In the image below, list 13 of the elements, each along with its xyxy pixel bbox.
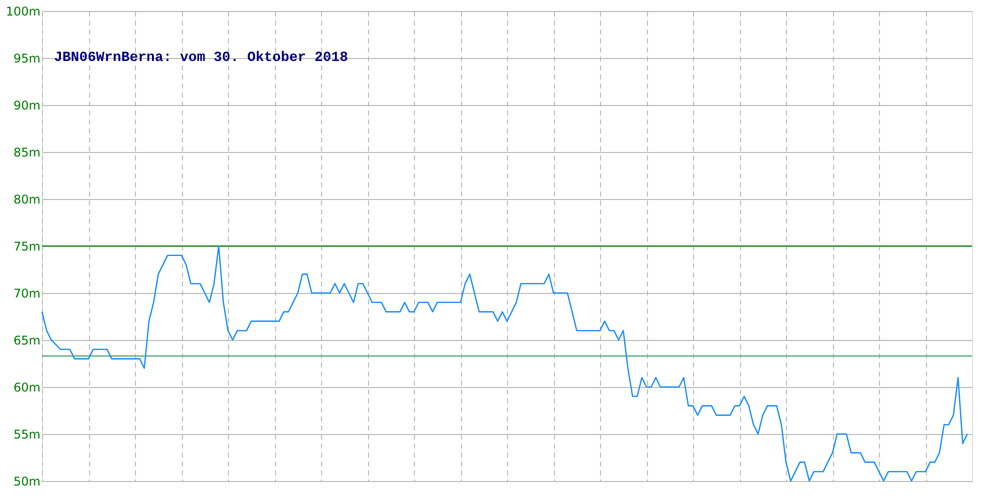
y-tick-label: 90m <box>14 98 40 112</box>
y-tick-label: 55m <box>14 428 40 442</box>
y-tick-label: 100m <box>6 4 40 18</box>
y-tick-label: 50m <box>14 474 40 488</box>
y-tick-label: 85m <box>14 146 40 160</box>
line-series <box>41 245 968 482</box>
y-tick-label: 95m <box>14 52 40 66</box>
y-tick-label: 65m <box>14 334 40 348</box>
y-tick-label: 75m <box>14 240 40 254</box>
text: JBN06WrnBerna: vom 30. Oktober 2018 <box>54 50 348 66</box>
y-tick-label: 70m <box>14 286 40 300</box>
y-tick-label: 80m <box>14 192 40 206</box>
y-tick-label: 60m <box>14 380 40 394</box>
